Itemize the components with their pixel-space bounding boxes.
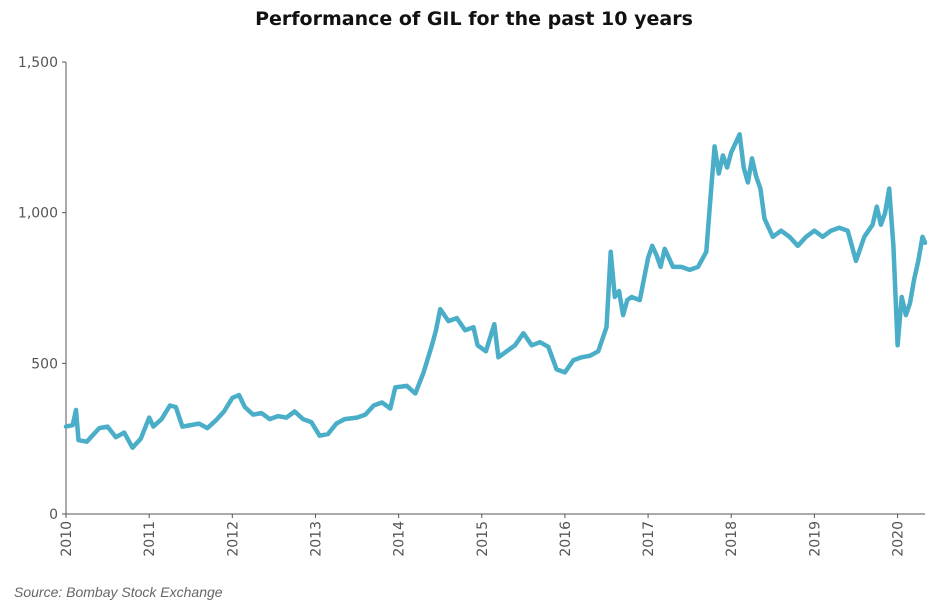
x-tick-label: 2014 [392, 521, 408, 557]
x-tick-label: 2010 [59, 521, 75, 557]
x-tick-label: 2020 [891, 521, 907, 557]
x-tick-label: 2019 [807, 521, 823, 557]
chart-title: Performance of GIL for the past 10 years [255, 8, 693, 30]
x-tick-label: 2015 [475, 521, 491, 557]
x-tick-label: 2016 [558, 521, 574, 557]
y-tick-label: 1,000 [18, 206, 58, 222]
x-tick-label: 2017 [641, 521, 657, 557]
source-note: Source: Bombay Stock Exchange [14, 584, 223, 600]
x-tick-label: 2018 [724, 521, 740, 557]
y-tick-label: 0 [49, 507, 58, 523]
series-line [63, 132, 928, 450]
y-axis-ticks: 0 500 1,000 1,500 [18, 55, 66, 523]
y-tick-label: 500 [31, 356, 58, 372]
y-tick-label: 1,500 [18, 55, 58, 71]
x-tick-label: 2012 [225, 521, 241, 557]
x-tick-label: 2011 [142, 521, 158, 557]
x-axis-ticks: 2010 2011 2012 2013 2014 2015 2016 2017 2018 2019… [59, 514, 907, 557]
x-tick-label: 2013 [308, 521, 324, 557]
